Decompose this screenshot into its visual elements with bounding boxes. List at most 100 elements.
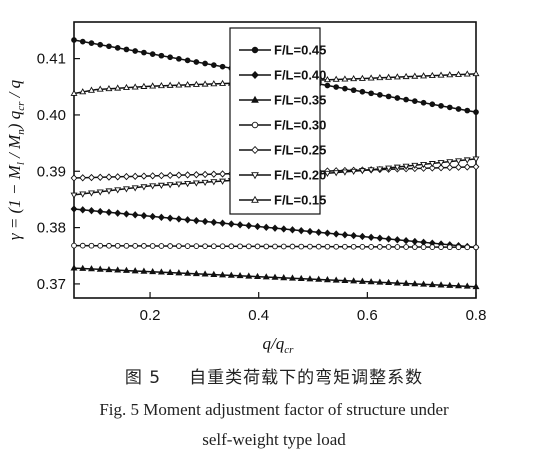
data-point <box>446 159 454 166</box>
data-point <box>280 243 287 250</box>
data-point <box>70 264 78 271</box>
data-point <box>455 106 462 112</box>
data-point <box>437 281 445 288</box>
data-point <box>140 267 148 274</box>
data-point <box>237 243 243 250</box>
data-point <box>228 243 235 250</box>
series-f-l-0-35 <box>70 264 480 290</box>
data-point <box>315 275 323 282</box>
data-point <box>251 121 259 129</box>
data-point <box>464 244 471 251</box>
data-point <box>376 73 384 81</box>
data-point <box>192 217 200 225</box>
data-point <box>166 268 174 275</box>
data-point <box>219 79 227 86</box>
series-layer <box>70 37 480 290</box>
line-chart: 0.2 0.4 0.6 0.8 0.37 0.38 0.39 0.40 0.41 F/L=0.4… <box>5 21 487 356</box>
data-point <box>332 276 340 283</box>
legend-item: F/L=0.40 <box>239 68 326 83</box>
data-point <box>114 45 121 51</box>
data-point <box>219 63 226 70</box>
caption-cn-figure-number: 图 5 <box>124 368 162 388</box>
data-point <box>342 243 348 250</box>
data-point <box>385 165 393 172</box>
data-point <box>158 52 165 59</box>
data-point <box>122 266 130 273</box>
data-point <box>254 243 261 250</box>
data-point <box>289 243 296 250</box>
data-point <box>472 70 480 77</box>
data-point <box>437 160 445 167</box>
data-point <box>359 243 366 250</box>
caption-english-line2: self-weight type load <box>202 430 346 449</box>
data-point <box>464 107 471 114</box>
data-point <box>323 170 331 178</box>
legend-label: F/L=0.25 <box>274 143 326 158</box>
legend: F/L=0.45 F/L=0.40 F/L=0.35 F/L=0.30 F/L=0.25… <box>239 43 326 208</box>
data-point <box>96 265 104 272</box>
data-point <box>289 226 296 234</box>
y-label-sub-b: n <box>15 129 27 135</box>
data-point <box>341 231 349 239</box>
data-point <box>367 278 375 285</box>
data-point <box>88 40 95 47</box>
data-point <box>324 82 331 89</box>
data-point <box>446 163 454 172</box>
data-point <box>184 269 192 276</box>
legend-label: F/L=0.35 <box>274 93 326 108</box>
data-point <box>341 169 349 176</box>
data-point <box>219 178 227 185</box>
data-point <box>251 195 259 203</box>
data-point <box>350 168 358 176</box>
y-label-sub-a: l <box>15 162 27 165</box>
data-point <box>149 51 156 57</box>
data-point <box>251 46 259 54</box>
legend-box <box>229 27 321 215</box>
x-tick-label: 0.8 <box>466 307 487 324</box>
data-point <box>263 243 270 250</box>
data-point <box>123 242 130 249</box>
y-axis-label: γ = (1 − Ml / Mn) qcr / q <box>5 79 27 240</box>
data-point <box>367 233 375 241</box>
data-point <box>131 267 139 274</box>
data-point <box>350 75 358 82</box>
data-point <box>411 162 419 170</box>
y-tick-label: 0.41 <box>37 51 66 68</box>
data-point <box>251 95 259 103</box>
data-point <box>105 173 113 181</box>
data-point <box>210 270 218 277</box>
data-point <box>455 244 462 251</box>
data-point <box>140 212 148 220</box>
data-point <box>96 85 104 92</box>
data-point <box>97 242 104 249</box>
data-point <box>132 243 139 249</box>
x-axis-label: q/qcr <box>263 334 295 356</box>
data-point <box>166 182 174 189</box>
y-label-part-b: / M <box>5 134 24 162</box>
data-point <box>176 55 182 62</box>
data-point <box>184 57 191 64</box>
data-point <box>455 163 462 171</box>
x-axis-label-sub: cr <box>284 344 294 356</box>
data-point <box>175 81 183 88</box>
data-point <box>403 96 409 103</box>
data-point <box>428 164 436 172</box>
data-point <box>411 280 419 287</box>
data-point <box>210 243 217 250</box>
data-point <box>114 209 122 217</box>
data-point <box>333 84 340 90</box>
data-point <box>158 243 165 249</box>
data-point <box>131 83 139 90</box>
data-point <box>446 104 453 111</box>
data-point <box>368 244 374 250</box>
data-point <box>184 243 191 249</box>
data-point <box>463 282 471 289</box>
data-point <box>377 92 383 98</box>
data-point <box>210 80 218 87</box>
x-tick-label: 0.4 <box>248 307 269 324</box>
data-point <box>88 265 95 272</box>
data-point <box>105 208 113 216</box>
data-point <box>298 243 305 250</box>
data-point <box>149 267 157 275</box>
data-point <box>385 244 392 250</box>
